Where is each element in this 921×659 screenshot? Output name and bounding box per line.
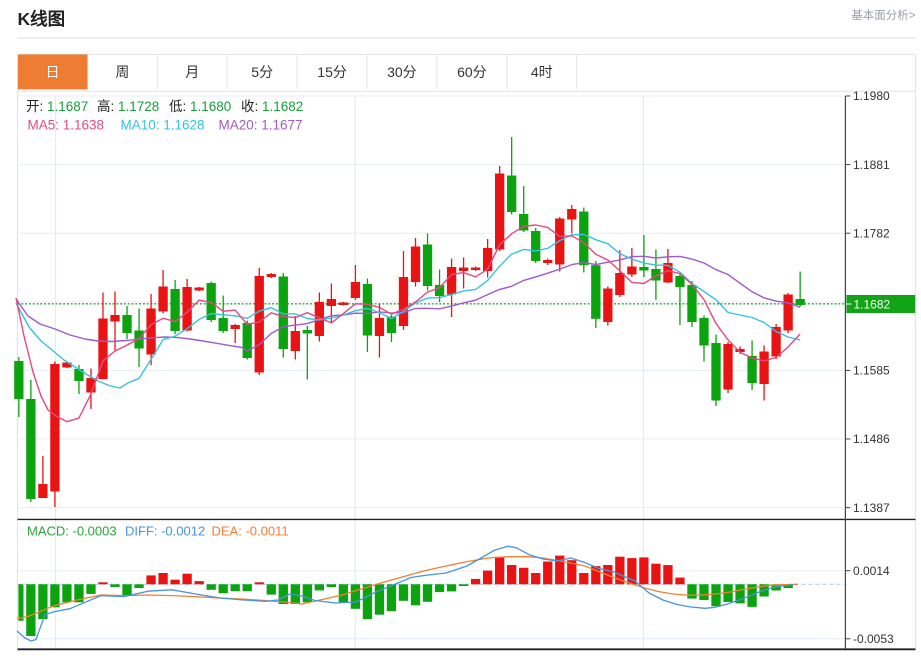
svg-text:1.1486: 1.1486 bbox=[853, 432, 890, 446]
svg-text:1.1782: 1.1782 bbox=[853, 226, 890, 240]
svg-text:-0.0053: -0.0053 bbox=[853, 632, 894, 646]
svg-text:15分: 15分 bbox=[317, 64, 347, 80]
svg-text:4时: 4时 bbox=[531, 64, 553, 80]
svg-text:1.1585: 1.1585 bbox=[853, 364, 890, 378]
svg-text:1.1980: 1.1980 bbox=[853, 89, 890, 103]
svg-text:30分: 30分 bbox=[387, 64, 417, 80]
svg-text:基本面分析>: 基本面分析> bbox=[851, 8, 915, 22]
svg-text:1.1387: 1.1387 bbox=[853, 501, 890, 515]
svg-text:0.0014: 0.0014 bbox=[853, 564, 890, 578]
svg-text:60分: 60分 bbox=[457, 64, 487, 80]
svg-text:周: 周 bbox=[115, 64, 129, 80]
svg-text:5分: 5分 bbox=[251, 64, 273, 80]
svg-text:1.1881: 1.1881 bbox=[853, 158, 890, 172]
svg-text:1.1682: 1.1682 bbox=[854, 297, 891, 311]
svg-text:K线图: K线图 bbox=[18, 9, 66, 29]
svg-text:月: 月 bbox=[185, 64, 199, 80]
svg-text:日: 日 bbox=[46, 64, 60, 80]
